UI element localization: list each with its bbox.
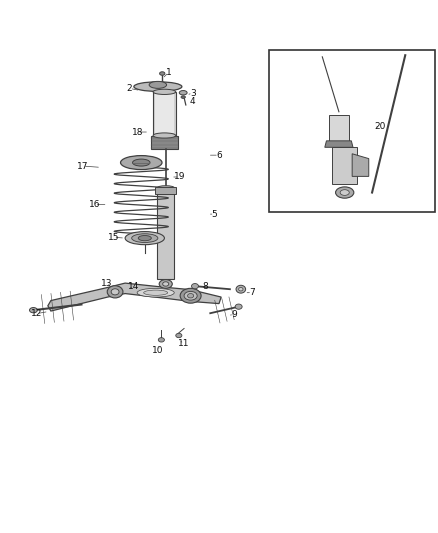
Bar (153, 92, 176, 135)
Ellipse shape (176, 333, 182, 338)
Ellipse shape (187, 294, 194, 298)
Ellipse shape (144, 290, 168, 295)
Text: 5: 5 (212, 209, 218, 219)
Text: 10: 10 (152, 346, 164, 356)
Ellipse shape (133, 159, 150, 166)
Text: 12: 12 (31, 309, 42, 318)
Text: 15: 15 (108, 233, 119, 242)
Ellipse shape (239, 287, 243, 291)
Text: 8: 8 (202, 281, 208, 290)
Ellipse shape (158, 338, 164, 342)
Ellipse shape (153, 133, 176, 138)
Polygon shape (352, 154, 369, 176)
Text: 13: 13 (101, 279, 112, 288)
Text: 3: 3 (190, 88, 196, 98)
Ellipse shape (159, 280, 172, 288)
Ellipse shape (157, 185, 174, 190)
Ellipse shape (184, 292, 197, 300)
Text: 1: 1 (166, 68, 172, 77)
Ellipse shape (134, 82, 182, 92)
Ellipse shape (137, 288, 174, 297)
Polygon shape (48, 283, 221, 311)
Text: 19: 19 (174, 173, 185, 182)
Ellipse shape (29, 308, 37, 313)
Text: 9: 9 (231, 310, 237, 319)
Text: 7: 7 (249, 288, 255, 297)
Ellipse shape (236, 285, 246, 293)
Text: 17: 17 (77, 161, 88, 171)
Text: 16: 16 (89, 200, 100, 209)
Text: 4: 4 (190, 97, 196, 106)
Ellipse shape (120, 156, 162, 169)
Text: 18: 18 (131, 127, 143, 136)
Text: 14: 14 (128, 281, 140, 290)
Text: 2: 2 (127, 84, 132, 93)
Polygon shape (329, 115, 349, 141)
Ellipse shape (149, 82, 166, 88)
Ellipse shape (180, 288, 201, 303)
Bar (151, 136, 178, 149)
Ellipse shape (235, 304, 242, 309)
Ellipse shape (159, 72, 165, 75)
Bar (269, 51, 435, 212)
Bar (332, 147, 357, 184)
Polygon shape (325, 141, 353, 147)
Bar (155, 187, 176, 195)
Ellipse shape (153, 89, 176, 94)
Ellipse shape (191, 284, 198, 289)
Ellipse shape (125, 231, 164, 245)
Ellipse shape (138, 236, 151, 241)
Bar (157, 188, 174, 279)
Ellipse shape (336, 187, 354, 198)
Text: 11: 11 (178, 340, 190, 348)
Text: 6: 6 (216, 151, 222, 160)
Ellipse shape (340, 190, 349, 196)
Text: 20: 20 (375, 122, 386, 131)
Bar (155, 94, 174, 133)
Ellipse shape (111, 289, 119, 295)
Ellipse shape (179, 91, 187, 95)
Ellipse shape (162, 282, 169, 286)
Ellipse shape (181, 96, 185, 99)
Ellipse shape (132, 234, 158, 243)
Ellipse shape (107, 286, 123, 298)
